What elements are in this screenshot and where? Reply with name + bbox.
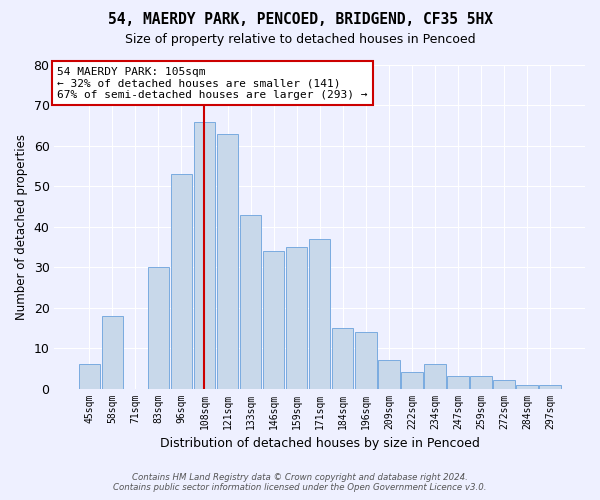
Bar <box>240 214 261 388</box>
Bar <box>447 376 469 388</box>
Bar <box>493 380 515 388</box>
Bar <box>378 360 400 388</box>
Bar <box>263 251 284 388</box>
Bar <box>171 174 192 388</box>
Text: 54, MAERDY PARK, PENCOED, BRIDGEND, CF35 5HX: 54, MAERDY PARK, PENCOED, BRIDGEND, CF35… <box>107 12 493 28</box>
Bar <box>332 328 353 388</box>
Bar <box>286 247 307 388</box>
Bar <box>101 316 123 388</box>
Bar <box>355 332 377 388</box>
X-axis label: Distribution of detached houses by size in Pencoed: Distribution of detached houses by size … <box>160 437 479 450</box>
Bar <box>424 364 446 388</box>
Text: 54 MAERDY PARK: 105sqm
← 32% of detached houses are smaller (141)
67% of semi-de: 54 MAERDY PARK: 105sqm ← 32% of detached… <box>57 66 368 100</box>
Bar <box>539 384 561 388</box>
Bar <box>79 364 100 388</box>
Bar <box>470 376 492 388</box>
Text: Size of property relative to detached houses in Pencoed: Size of property relative to detached ho… <box>125 32 475 46</box>
Y-axis label: Number of detached properties: Number of detached properties <box>15 134 28 320</box>
Bar <box>194 122 215 388</box>
Bar <box>517 384 538 388</box>
Bar <box>217 134 238 388</box>
Bar <box>309 239 331 388</box>
Bar <box>401 372 422 388</box>
Text: Contains HM Land Registry data © Crown copyright and database right 2024.
Contai: Contains HM Land Registry data © Crown c… <box>113 473 487 492</box>
Bar <box>148 267 169 388</box>
